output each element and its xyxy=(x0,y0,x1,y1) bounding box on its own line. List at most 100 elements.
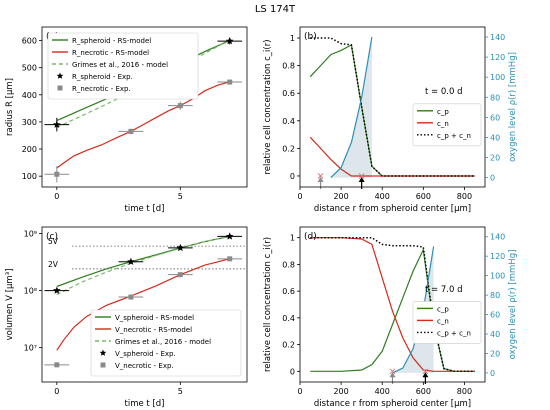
x-tick-label: 5 xyxy=(178,192,183,201)
time-annotation: t = 7.0 d xyxy=(425,285,462,295)
x-tick-label: 800 xyxy=(457,387,472,396)
marker-arrow-head xyxy=(317,176,324,182)
y2-tick-label: 40 xyxy=(490,330,500,339)
x-tick-label: 0 xyxy=(297,192,302,201)
x-tick-label: 400 xyxy=(375,192,390,201)
y2-tick-label: 60 xyxy=(490,113,500,122)
x-axis-label: time t [d] xyxy=(125,399,165,409)
legend-label: Grimes et al., 2016 - model xyxy=(72,61,168,69)
panel-label: (c) xyxy=(46,232,58,242)
marker-arrow-head xyxy=(358,176,365,182)
data-point-star xyxy=(225,37,234,45)
y-tick-label: 0.4 xyxy=(282,117,295,126)
y-tick-label: 10⁷ xyxy=(24,344,37,353)
y-tick-label: 1 xyxy=(290,234,295,243)
marker-cross xyxy=(358,173,365,179)
legend-swatch xyxy=(100,362,106,368)
legend-label: R_necrotic - Exp. xyxy=(72,85,131,93)
data-point-square xyxy=(128,294,134,300)
axes-frame xyxy=(41,26,248,188)
legend-box xyxy=(47,32,199,100)
legend-label: c_n xyxy=(437,317,449,325)
y-tick-label: 0 xyxy=(290,367,295,376)
series-line-c-n xyxy=(310,237,475,372)
series-line-v-necrotic-rs-model xyxy=(56,258,230,351)
legend-label: V_spheroid - RS-model xyxy=(115,314,194,322)
series-line-r-necrotic-rs-model xyxy=(56,81,230,169)
y2-axis-label: oxygen level ρ(r) [mmHg] xyxy=(508,250,518,360)
data-point-square xyxy=(177,272,183,278)
marker-arrow-head xyxy=(389,372,396,378)
data-point-star xyxy=(53,120,61,128)
legend-label: V_necrotic - RS-model xyxy=(115,326,192,334)
y-tick-label: 0.6 xyxy=(282,287,295,296)
data-point-star xyxy=(53,286,61,294)
x-tick-label: 400 xyxy=(375,387,390,396)
series-line-c-n xyxy=(309,136,475,177)
series-line-oxygen xyxy=(330,36,373,179)
y-tick-label: 10⁹ xyxy=(24,230,37,239)
data-point-square xyxy=(227,79,233,85)
y-axis-label: volumen V [μm³] xyxy=(5,269,15,341)
y2-tick-label: 140 xyxy=(490,233,505,242)
y-tick-label: 0.6 xyxy=(282,89,295,98)
legend-label: R_spheroid - RS-model xyxy=(72,37,151,45)
y-tick-label: 0 xyxy=(290,172,295,181)
data-point-star xyxy=(127,257,135,265)
x-axis-label: distance r from spheroid center [μm] xyxy=(314,204,471,214)
y-tick-label: 10⁸ xyxy=(24,287,37,296)
y-tick-label: 0.8 xyxy=(282,260,295,269)
y-tick-label: 100 xyxy=(22,172,37,181)
x-tick-label: 0 xyxy=(54,192,59,201)
y2-tick-label: 20 xyxy=(490,349,500,358)
y2-tick-label: 80 xyxy=(490,93,500,102)
x-tick-label: 600 xyxy=(416,387,431,396)
y2-tick-label: 120 xyxy=(490,53,505,62)
legend-box xyxy=(412,103,482,147)
reference-line-label: 5V xyxy=(48,237,59,246)
y-tick-label: 0.2 xyxy=(282,341,295,350)
data-point-square xyxy=(227,256,233,262)
legend-label: V_spheroid - Exp. xyxy=(115,350,176,358)
data-point-square xyxy=(177,103,183,109)
x-tick-label: 0 xyxy=(54,387,59,396)
y-axis-label: radius R [μm] xyxy=(5,78,15,136)
axes-frame xyxy=(41,226,248,383)
y-tick-label: 0.8 xyxy=(282,62,295,71)
data-point-star xyxy=(176,243,185,252)
y-tick-label: 300 xyxy=(22,118,37,127)
y-tick-label: 600 xyxy=(22,37,37,46)
legend-label: c_p + c_n xyxy=(437,329,471,337)
legend-label: c_p + c_n xyxy=(437,132,471,140)
panel-c: (c)5V 2V 0 5 time t [d] 10⁷ 10⁸ 10⁹ volumen V [μ… xyxy=(5,226,248,409)
x-tick-label: 0 xyxy=(297,387,302,396)
y2-axis-label: oxygen level ρ(r) [mmHg] xyxy=(508,52,518,162)
series-line-v-spheroid-rs-model xyxy=(56,235,230,288)
legend-box xyxy=(412,301,482,344)
legend-box xyxy=(90,309,242,377)
legend-label: c_n xyxy=(437,120,449,128)
panel-label: (b) xyxy=(304,32,317,42)
data-point-square xyxy=(54,362,60,368)
y2-tick-label: 100 xyxy=(490,73,505,82)
y-tick-label: 400 xyxy=(22,91,37,100)
y-axis-label: relative cell concentration c_i(r) xyxy=(263,39,273,174)
axes-frame xyxy=(299,226,486,383)
y-tick-label: 0.2 xyxy=(282,144,295,153)
legend-swatch xyxy=(57,85,63,91)
y2-tick-label: 60 xyxy=(490,311,500,320)
series-line-oxygen xyxy=(392,246,435,374)
y2-tick-label: 140 xyxy=(490,33,505,42)
data-point-star xyxy=(225,232,234,240)
data-point-square xyxy=(128,128,134,134)
x-axis-label: time t [d] xyxy=(125,204,165,214)
y-tick-label: 200 xyxy=(22,145,37,154)
legend-label: R_necrotic - RS-model xyxy=(72,49,149,57)
reference-line-label: 2V xyxy=(48,260,59,269)
y-axis-label: relative cell concentration c_i(r) xyxy=(263,237,273,372)
series-line-grimes-et-al-2016-model xyxy=(56,39,230,128)
legend-label: c_p xyxy=(437,108,449,116)
oxygen-fill-area xyxy=(330,37,372,178)
